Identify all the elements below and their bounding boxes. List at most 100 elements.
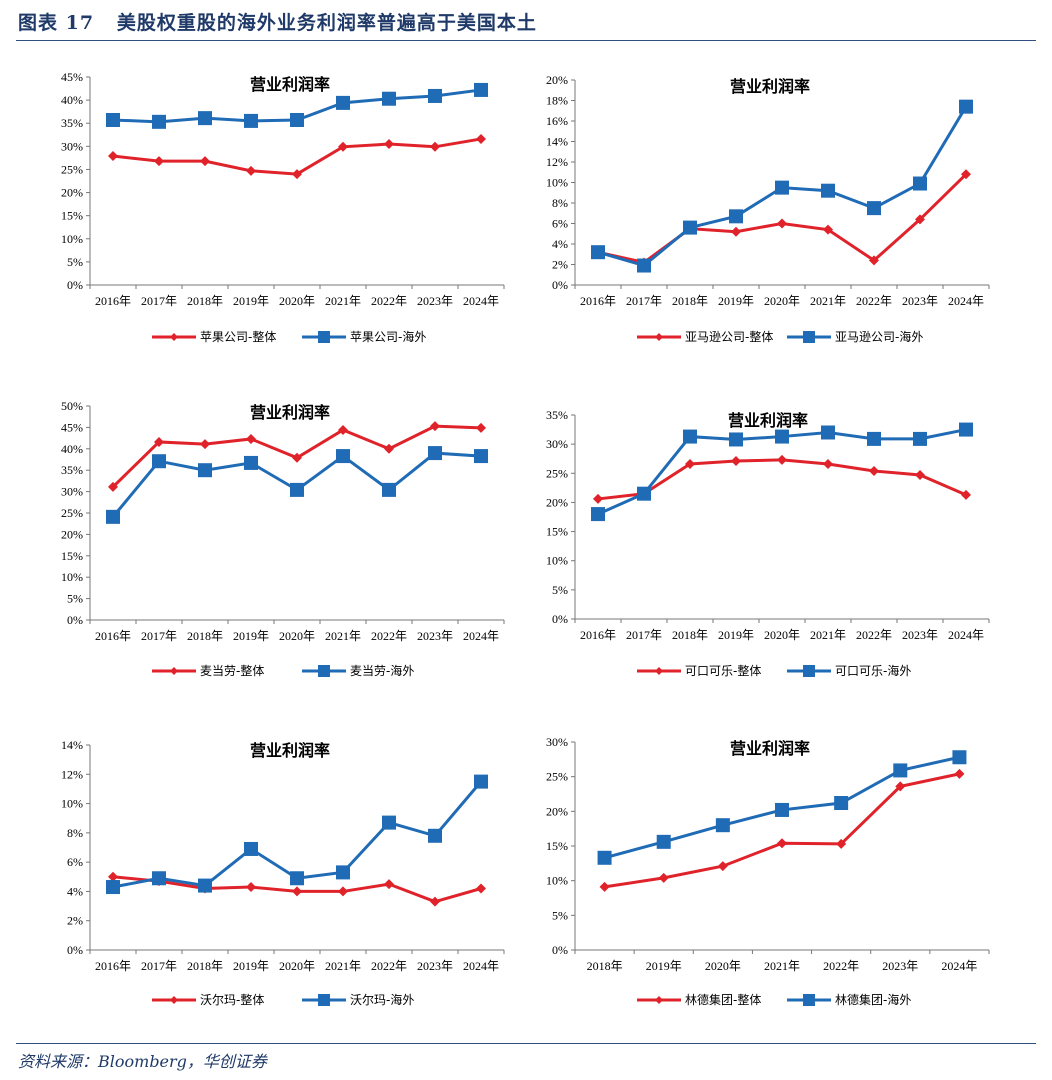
data-point-square (106, 112, 120, 127)
data-point-square (198, 878, 212, 893)
data-point-square (198, 111, 212, 126)
legend-diamond-icon (655, 667, 663, 675)
data-point-square (959, 99, 973, 114)
data-point-square (336, 449, 350, 464)
x-tick-label: 2019年 (718, 628, 754, 642)
legend-diamond-icon (170, 333, 178, 341)
legend-label: 麦当劳-海外 (350, 663, 414, 678)
data-point-diamond (685, 458, 695, 469)
data-point-square (382, 482, 396, 497)
x-tick-label: 2024年 (463, 629, 499, 643)
data-point-square (474, 774, 488, 789)
x-tick-label: 2018年 (187, 294, 223, 308)
data-point-diamond (246, 165, 256, 176)
y-tick-label: 5% (552, 583, 568, 597)
data-point-diamond (246, 882, 256, 893)
data-point-square (290, 112, 304, 127)
x-tick-label: 2020年 (279, 294, 315, 308)
chart-1: 0% 5% 10% 15% 20% 25% 30% 35% 40% 45% 2016年 2017年 20… (61, 70, 505, 344)
legend-label: 麦当劳-整体 (200, 663, 264, 678)
data-point-diamond (895, 781, 906, 792)
y-tick-label: 35% (546, 408, 568, 422)
data-point-diamond (384, 879, 394, 890)
data-point-diamond (777, 218, 787, 229)
x-tick-label: 2022年 (856, 628, 892, 642)
data-point-square (683, 220, 697, 235)
x-tick-label: 2019年 (718, 294, 754, 308)
legend-square-icon (803, 994, 815, 1006)
y-tick-label: 0% (67, 278, 83, 292)
y-tick-label: 6% (552, 217, 568, 231)
legend-label: 可口可乐-海外 (835, 663, 911, 678)
x-tick-label: 2023年 (902, 294, 938, 308)
data-point-square (952, 750, 967, 765)
data-point-square (913, 176, 927, 191)
x-tick-label: 2023年 (902, 628, 938, 642)
x-tick-label: 2018年 (187, 629, 223, 643)
y-tick-label: 50% (61, 399, 83, 413)
chart-title: 营业利润率 (730, 77, 810, 96)
y-tick-label: 12% (61, 767, 83, 781)
x-tick-label: 2021年 (764, 959, 800, 973)
chart-title: 营业利润率 (728, 411, 808, 430)
data-point-diamond (430, 141, 440, 152)
y-tick-label: 10% (546, 176, 568, 190)
x-tick-label: 2024年 (941, 959, 977, 973)
data-point-diamond (717, 861, 728, 872)
x-tick-label: 2017年 (626, 628, 662, 642)
data-point-diamond (338, 141, 348, 152)
data-point-square (775, 429, 789, 444)
y-tick-label: 20% (61, 527, 83, 541)
data-point-square (106, 880, 120, 895)
data-point-square (198, 463, 212, 478)
x-tick-label: 2024年 (948, 628, 984, 642)
y-tick-label: 10% (61, 570, 83, 584)
legend-square-icon (318, 994, 330, 1006)
data-point-diamond (108, 481, 118, 492)
data-point-square (959, 422, 973, 437)
chart-2: 0% 2% 4% 6% 8% 10% 12% 14% 16% 18% 20% 2016年 2017年 20… (546, 73, 990, 344)
x-tick-label: 2021年 (325, 294, 361, 308)
y-tick-label: 2% (552, 258, 568, 272)
x-tick-label: 2019年 (233, 959, 269, 973)
data-point-square (152, 871, 166, 886)
x-tick-label: 2023年 (417, 629, 453, 643)
figure-title: 图表 17 美股权重股的海外业务利润率普遍高于美国本土 (18, 12, 537, 34)
y-tick-label: 10% (61, 797, 83, 811)
y-tick-label: 15% (61, 209, 83, 223)
y-tick-label: 14% (546, 135, 568, 149)
data-point-diamond (430, 421, 440, 432)
x-tick-label: 2019年 (233, 629, 269, 643)
y-tick-label: 20% (546, 495, 568, 509)
data-point-diamond (954, 768, 965, 779)
data-point-square (244, 841, 258, 856)
y-tick-label: 0% (67, 943, 83, 957)
legend-label: 林德集团-整体 (685, 992, 761, 1007)
data-point-diamond (154, 436, 164, 447)
y-tick-label: 40% (61, 442, 83, 456)
x-tick-label: 2022年 (371, 629, 407, 643)
data-point-diamond (384, 443, 394, 454)
data-point-diamond (915, 470, 925, 481)
data-point-diamond (200, 156, 210, 167)
data-point-square (336, 865, 350, 880)
data-point-diamond (599, 881, 610, 892)
data-point-square (867, 431, 881, 446)
y-tick-label: 10% (61, 232, 83, 246)
x-tick-label: 2016年 (95, 629, 131, 643)
legend-label: 林德集团-海外 (835, 992, 911, 1007)
x-tick-label: 2017年 (141, 629, 177, 643)
x-tick-label: 2020年 (705, 959, 741, 973)
legend-diamond-icon (170, 996, 178, 1004)
y-tick-label: 12% (546, 155, 568, 169)
x-tick-label: 2023年 (417, 294, 453, 308)
data-point-diamond (384, 139, 394, 150)
y-tick-label: 30% (546, 735, 568, 749)
data-point-diamond (915, 214, 925, 225)
chart-3: 0% 5% 10% 15% 20% 25% 30% 35% 40% 45% 50% 2016年 2017… (61, 399, 505, 678)
data-point-diamond (658, 872, 669, 883)
legend-diamond-icon (655, 333, 663, 341)
x-tick-label: 2020年 (279, 959, 315, 973)
y-tick-label: 15% (61, 549, 83, 563)
